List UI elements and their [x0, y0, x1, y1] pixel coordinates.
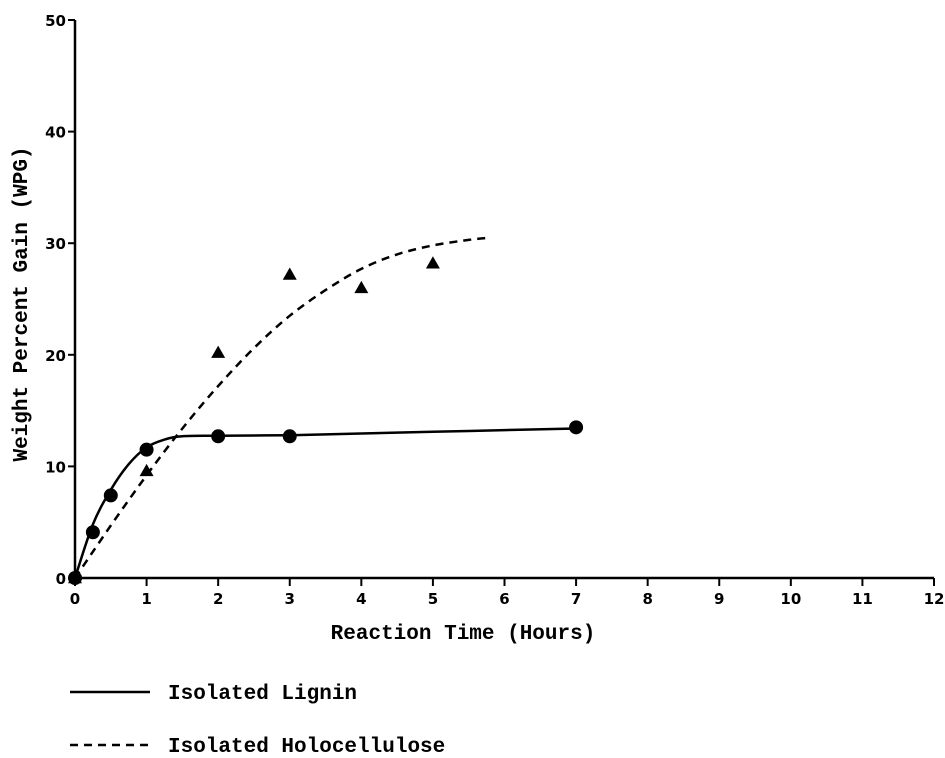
y-tick-label: 10 [45, 458, 66, 476]
x-tick-label: 7 [571, 590, 581, 608]
data-point-isolated-lignin [569, 420, 584, 435]
x-tick-label: 9 [714, 590, 724, 608]
x-tick-label: 0 [70, 590, 80, 608]
y-tick-label: 20 [45, 347, 66, 365]
axes [73, 20, 934, 580]
y-ticks: 0 10 20 30 40 50 [45, 12, 75, 588]
data-point-isolated-holocellulose [68, 571, 82, 584]
x-tick-label: 11 [852, 590, 873, 608]
data-point-isolated-lignin [103, 488, 118, 503]
x-tick-label: 4 [356, 590, 366, 608]
legend: Isolated Lignin Isolated Holocellulose [70, 683, 445, 758]
legend-label-isolated-lignin: Isolated Lignin [168, 683, 357, 706]
x-tick-label: 6 [499, 590, 509, 608]
y-axis-title: Weight Percent Gain (WPG) [11, 146, 34, 461]
data-point-isolated-holocellulose [354, 280, 369, 294]
x-tick-label: 5 [428, 590, 438, 608]
series-line-isolated-holocellulose [73, 236, 491, 579]
data-point-isolated-holocellulose [211, 345, 226, 358]
data-point-isolated-holocellulose [139, 463, 154, 477]
data-point-isolated-holocellulose [425, 256, 440, 269]
data-point-isolated-holocellulose [282, 267, 297, 280]
x-tick-label: 10 [780, 590, 801, 608]
x-axis-title: Reaction Time (Hours) [331, 623, 596, 646]
x-tick-label: 1 [141, 590, 151, 608]
data-point-isolated-lignin [85, 525, 100, 540]
x-tick-label: 12 [924, 590, 945, 608]
data-point-isolated-lignin [282, 429, 297, 444]
data-point-isolated-lignin [139, 442, 154, 457]
legend-label-isolated-holocellulose: Isolated Holocellulose [168, 736, 445, 758]
x-tick-label: 8 [642, 590, 652, 608]
y-tick-label: 30 [45, 235, 66, 253]
curves [73, 236, 577, 579]
x-tick-label: 2 [213, 590, 223, 608]
y-tick-label: 40 [45, 124, 66, 142]
y-tick-label: 50 [45, 12, 66, 30]
x-ticks: 0 1 2 3 4 5 6 7 8 9 10 11 12 [70, 578, 945, 608]
markers [68, 256, 584, 585]
y-tick-label: 0 [56, 570, 66, 588]
x-tick-label: 3 [285, 590, 295, 608]
data-point-isolated-lignin [211, 429, 226, 444]
